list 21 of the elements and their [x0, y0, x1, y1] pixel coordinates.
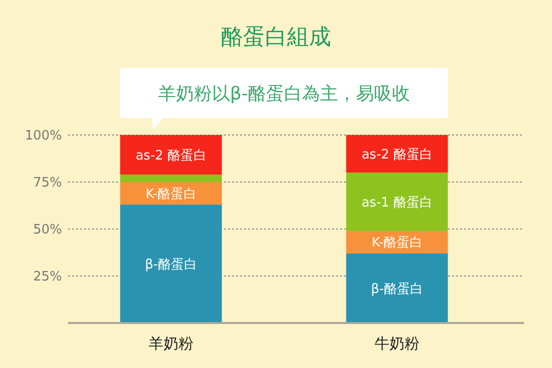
y-tick-label: 75% [33, 176, 62, 191]
series-label: K-酪蛋白 [146, 186, 196, 202]
series-label: as-1 酪蛋白 [362, 195, 432, 210]
bar [346, 253, 448, 323]
y-tick-label: 100% [24, 128, 62, 144]
x-tick-label: 羊奶粉 [148, 334, 194, 352]
text: as-2 酪蛋白 [136, 148, 206, 164]
text: K-酪蛋白 [372, 236, 422, 251]
x-tick-label: 牛奶粉 [374, 334, 420, 352]
y-tick-label: 25% [33, 270, 62, 285]
series-label: as-2 酪蛋白 [362, 147, 432, 162]
y-tick-label: 50% [33, 222, 62, 238]
chart-subtitle: 羊奶粉以β-酪蛋白為主，易吸收 [158, 83, 410, 104]
chart-title: 酪蛋白組成 [221, 25, 331, 50]
bar [346, 172, 448, 231]
text: β-酪蛋白 [371, 282, 423, 297]
bar [346, 135, 448, 173]
bar [120, 204, 222, 323]
bar [120, 135, 222, 174]
bar [120, 174, 222, 182]
series-label: β-酪蛋白 [145, 257, 197, 272]
